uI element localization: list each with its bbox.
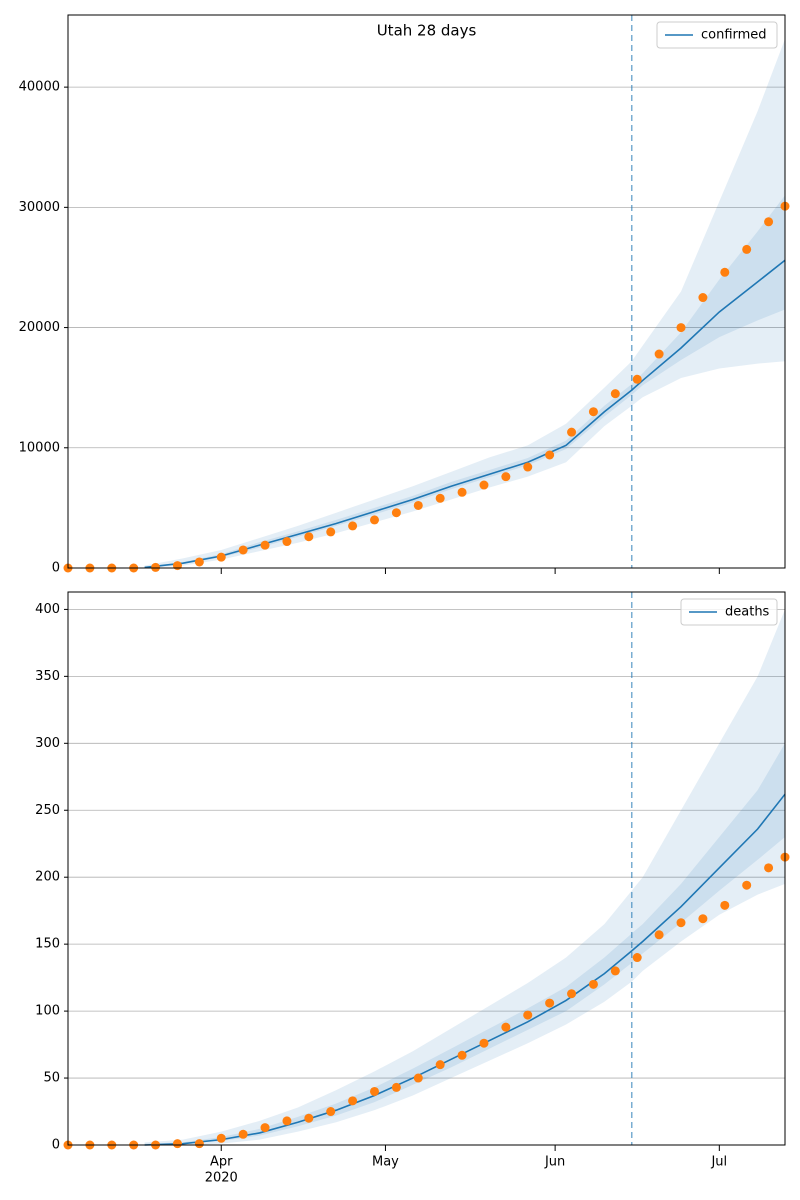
observed-point <box>391 1082 401 1092</box>
model-line <box>144 793 786 1146</box>
observed-point <box>610 966 620 976</box>
y-tick-label: 20000 <box>19 320 60 335</box>
observed-point <box>545 998 555 1008</box>
y-tick-label: 100 <box>35 1004 60 1019</box>
observed-point <box>654 349 664 359</box>
observed-point <box>479 1038 489 1048</box>
y-tick-label: 200 <box>35 870 60 885</box>
observed-point <box>742 244 752 254</box>
uncertainty-band <box>144 39 785 569</box>
observed-point <box>523 1010 533 1020</box>
observed-point <box>435 1060 445 1070</box>
observed-point <box>588 979 598 989</box>
observed-point <box>764 863 774 873</box>
x-tick-label: Jul <box>710 1155 727 1170</box>
axes-frame <box>67 591 786 1146</box>
observed-point <box>632 953 642 963</box>
legend-label: confirmed <box>701 28 767 43</box>
observed-point <box>370 1086 380 1096</box>
observed-point <box>348 1096 358 1106</box>
observed-point <box>238 545 248 555</box>
observed-point <box>172 1139 182 1149</box>
observed-point <box>479 480 489 490</box>
observed-point <box>632 374 642 384</box>
y-tick-label: 300 <box>35 736 60 751</box>
observed-point <box>654 930 664 940</box>
observed-point <box>720 267 730 277</box>
observed-point <box>172 561 182 571</box>
observed-point <box>370 515 380 525</box>
observed-point <box>567 427 577 437</box>
observed-point <box>742 880 752 890</box>
observed-point <box>720 900 730 910</box>
observed-point <box>194 1139 204 1149</box>
observed-point <box>326 1107 336 1117</box>
legend-box <box>680 598 778 626</box>
observed-point <box>260 540 270 550</box>
chart-title: Utah 28 days <box>377 22 477 40</box>
y-tick-label: 400 <box>35 602 60 617</box>
model-line <box>144 259 786 569</box>
observed-point <box>282 1116 292 1126</box>
legend-label: deaths <box>725 605 770 620</box>
observed-point <box>676 323 686 333</box>
observed-point <box>457 1050 467 1060</box>
axes-frame <box>67 14 786 569</box>
observed-point <box>588 407 598 417</box>
legend-box <box>656 21 778 49</box>
observed-point <box>413 500 423 510</box>
observed-point <box>457 487 467 497</box>
observed-point <box>698 293 708 303</box>
observed-point <box>304 1113 314 1123</box>
observed-point <box>413 1073 423 1083</box>
y-tick-label: 250 <box>35 803 60 818</box>
observed-point <box>304 532 314 542</box>
observed-point <box>764 217 774 227</box>
observed-point <box>567 989 577 999</box>
observed-point <box>194 557 204 567</box>
y-tick-label: 350 <box>35 669 60 684</box>
observed-point <box>698 914 708 924</box>
y-tick-label: 30000 <box>19 200 60 215</box>
x-tick-label: May <box>372 1155 399 1170</box>
observed-point <box>610 389 620 399</box>
observed-point <box>501 1022 511 1032</box>
observed-point <box>676 918 686 928</box>
observed-point <box>238 1129 248 1139</box>
y-tick-label: 50 <box>43 1071 60 1086</box>
observed-point <box>435 493 445 503</box>
y-tick-label: 40000 <box>19 80 60 95</box>
y-tick-label: 0 <box>52 1138 60 1153</box>
observed-point <box>151 562 161 572</box>
uncertainty-band <box>144 195 785 568</box>
observed-point <box>282 537 292 547</box>
y-tick-label: 150 <box>35 937 60 952</box>
observed-point <box>216 552 226 562</box>
observed-point <box>545 450 555 460</box>
x-tick-label: Apr <box>210 1155 233 1170</box>
observed-point <box>216 1133 226 1143</box>
observed-point <box>523 462 533 472</box>
y-tick-label: 10000 <box>19 440 60 455</box>
x-year-label: 2020 <box>205 1171 238 1186</box>
y-tick-label: 0 <box>52 561 60 576</box>
observed-point <box>326 527 336 537</box>
uncertainty-band <box>144 609 785 1145</box>
observed-point <box>348 521 358 531</box>
x-tick-label: Jun <box>544 1155 565 1170</box>
observed-point <box>501 472 511 482</box>
observed-point <box>260 1123 270 1133</box>
observed-point <box>391 508 401 518</box>
